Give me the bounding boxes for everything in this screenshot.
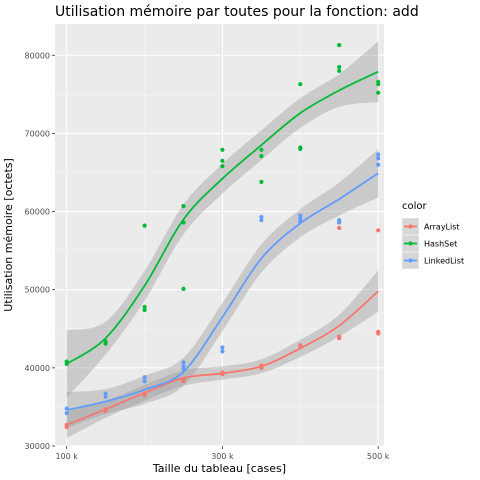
x-tick-label: 300 k — [211, 452, 234, 461]
y-tick-label: 50000 — [25, 286, 50, 295]
hashset-point — [181, 204, 186, 209]
hashset-point — [337, 43, 342, 48]
linkedlist-point — [103, 391, 108, 396]
y-tick-label: 60000 — [25, 208, 50, 217]
hashset-smooth-line — [66, 70, 379, 365]
linkedlist-legend-label: LinkedList — [424, 257, 464, 266]
arraylist-point — [376, 228, 381, 233]
hashset-point — [259, 179, 264, 184]
linkedlist-point — [376, 152, 381, 157]
hashset-point — [142, 307, 147, 313]
hashset-point — [376, 90, 381, 95]
hashset-point — [298, 146, 303, 152]
hashset-point — [220, 158, 225, 163]
linkedlist-legend-point — [408, 258, 413, 263]
data-points — [64, 43, 381, 430]
arraylist-legend-point — [408, 224, 413, 229]
arraylist-smooth-line — [66, 290, 379, 426]
arraylist-point — [337, 334, 342, 339]
linkedlist-point — [181, 364, 186, 369]
linkedlist-point — [103, 394, 108, 399]
hashset-point — [220, 147, 225, 152]
linkedlist-point — [220, 345, 225, 350]
linkedlist-point — [376, 162, 381, 167]
y-tick-label: 80000 — [25, 51, 50, 60]
chart-title: Utilisation mémoire par toutes pour la f… — [55, 4, 419, 20]
hashset-point — [337, 68, 342, 73]
hashset-point — [376, 82, 381, 87]
hashset-legend-label: HashSet — [424, 240, 457, 249]
linkedlist-point — [298, 216, 303, 221]
linkedlist-point — [376, 156, 381, 161]
x-tick-label: 500 k — [367, 452, 390, 461]
linkedlist-point — [181, 360, 186, 365]
hashset-point — [298, 82, 303, 87]
hashset-point — [259, 147, 264, 152]
linkedlist-point — [337, 220, 342, 225]
hashset-confidence-band — [66, 41, 379, 398]
linkedlist-point — [220, 349, 225, 354]
linkedlist-smooth-line — [66, 172, 379, 411]
hashset-point — [337, 64, 342, 70]
hashset-point — [259, 154, 264, 159]
y-axis-title: Utilisation mémoire [octets] — [2, 158, 15, 312]
x-axis-title: Taille du tableau [cases] — [152, 462, 286, 475]
linkedlist-point — [64, 411, 69, 416]
hashset-point — [220, 164, 225, 169]
legend: color ArrayList HashSet LinkedList — [401, 201, 464, 270]
hashset-point — [181, 286, 186, 291]
arraylist-point — [64, 425, 69, 430]
linkedlist-point — [142, 375, 147, 380]
y-tick-label: 30000 — [25, 442, 50, 451]
arraylist-point — [337, 225, 342, 231]
linkedlist-point — [259, 214, 264, 220]
smooth-lines — [66, 70, 379, 426]
hashset-legend-point — [408, 241, 413, 246]
x-tick-label: 100 k — [55, 452, 78, 461]
y-tick-label: 70000 — [25, 129, 50, 138]
arraylist-legend-label: ArrayList — [424, 223, 460, 232]
linkedlist-point — [298, 213, 303, 218]
arraylist-point — [376, 331, 381, 336]
hashset-point — [103, 341, 108, 346]
legend-title: color — [402, 201, 428, 212]
axes: 30000 40000 50000 60000 70000 80000 100 k 300 k… — [25, 51, 390, 461]
arraylist-point — [181, 379, 186, 384]
hashset-point — [142, 304, 147, 309]
linkedlist-point — [142, 379, 147, 384]
hashset-point — [142, 223, 147, 228]
linkedlist-point — [259, 218, 264, 223]
y-tick-label: 40000 — [25, 364, 50, 373]
